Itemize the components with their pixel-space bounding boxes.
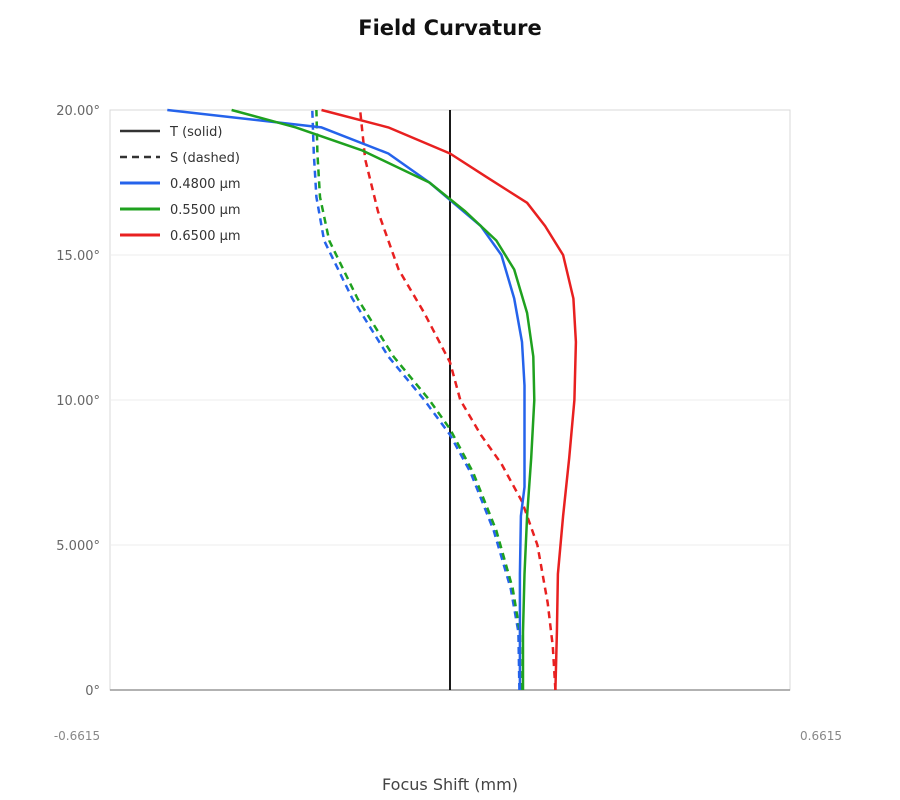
- y-tick-label: 15.00°: [56, 249, 100, 264]
- y-tick-label: 5.000°: [56, 539, 100, 554]
- y-tick-label: 20.00°: [56, 104, 100, 119]
- legend: T (solid) S (dashed) 0.4800 µm 0.5500 µm…: [120, 125, 241, 244]
- legend-label-t: T (solid): [169, 125, 222, 140]
- legend-label-650: 0.6500 µm: [170, 229, 241, 244]
- chart-title: Field Curvature: [358, 16, 542, 40]
- legend-label-550: 0.5500 µm: [170, 203, 241, 218]
- y-tick-label: 0°: [85, 684, 100, 699]
- series-line-t-06500: [321, 108, 578, 691]
- series-line-t-04800: [167, 108, 526, 690]
- series-line-s-06500: [358, 109, 557, 691]
- x-tick-label-max: 0.6615: [800, 729, 842, 743]
- legend-label-480: 0.4800 µm: [170, 177, 241, 192]
- series-line-s-05500: [315, 109, 523, 691]
- x-tick-label-min: -0.6615: [54, 729, 100, 743]
- y-tick-labels: 0° 5.000° 10.00° 15.00° 20.00°: [56, 104, 100, 699]
- legend-label-s: S (dashed): [170, 151, 240, 166]
- y-tick-label: 10.00°: [56, 394, 100, 409]
- series-line-s-04800: [311, 109, 521, 691]
- x-axis-label: Focus Shift (mm): [382, 775, 518, 794]
- series-lines: [167, 108, 578, 691]
- series-line-t-05500: [231, 108, 536, 690]
